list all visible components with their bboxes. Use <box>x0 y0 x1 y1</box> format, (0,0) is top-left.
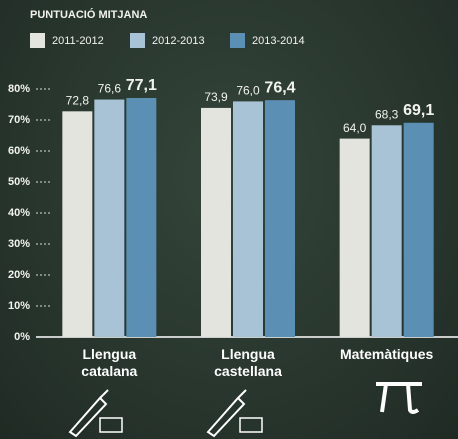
icon-pen <box>68 382 422 438</box>
value-label: 64,0 <box>343 121 367 135</box>
chart-title: PUNTUACIÓ MITJANA <box>30 8 147 21</box>
y-tick-label: 70% <box>8 114 30 126</box>
value-label: 69,1 <box>403 102 434 119</box>
legend-label: 2011-2012 <box>52 35 104 47</box>
y-tick-label: 40% <box>8 207 30 219</box>
legend-label: 2013-2014 <box>252 35 305 47</box>
value-label: 76,6 <box>98 82 122 96</box>
x-tick-label: Matemàtiques <box>339 346 434 362</box>
value-label: 68,3 <box>375 107 399 121</box>
legend-swatch <box>30 33 45 48</box>
bar <box>339 138 370 337</box>
bar <box>403 122 434 337</box>
value-label: 72,8 <box>66 93 90 107</box>
y-tick-label: 50% <box>8 176 30 188</box>
y-tick-label: 20% <box>8 269 30 281</box>
bar <box>94 99 125 337</box>
value-label: 76,4 <box>264 79 295 96</box>
bar <box>265 100 295 337</box>
bar <box>233 101 263 338</box>
y-tick-label: 60% <box>8 145 30 157</box>
bar <box>201 107 231 337</box>
value-label: 76,0 <box>236 84 260 98</box>
y-tick-label: 30% <box>8 238 30 250</box>
y-tick-label: 0% <box>14 331 30 343</box>
bar <box>62 111 93 337</box>
legend-swatch <box>130 33 145 48</box>
y-tick-label: 10% <box>8 300 30 312</box>
x-tick-label: Llengua catalana <box>81 346 138 379</box>
y-tick-label: 80% <box>8 83 30 95</box>
bar <box>371 125 402 338</box>
value-label: 73,9 <box>204 90 228 104</box>
legend-swatch <box>230 33 245 48</box>
value-label: 77,1 <box>126 77 157 94</box>
x-tick-label: Llengua castellana <box>214 346 282 379</box>
legend-label: 2012-2013 <box>152 35 205 47</box>
bar <box>126 97 157 338</box>
